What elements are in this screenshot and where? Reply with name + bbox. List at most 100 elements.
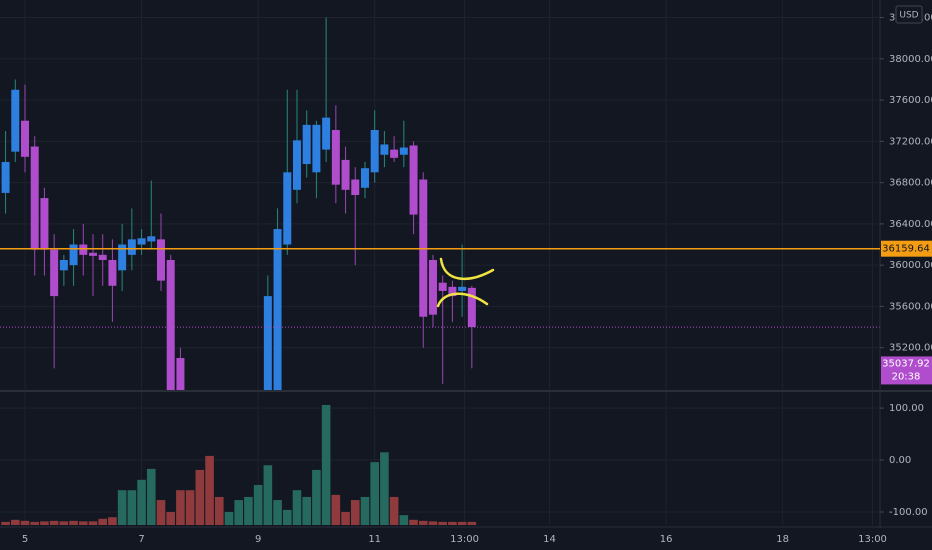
candle-body — [322, 117, 331, 150]
histogram-bar — [156, 500, 166, 525]
histogram-bar — [49, 520, 59, 525]
x-tick-label: 14 — [543, 534, 556, 545]
y-tick-label: 36800.00 — [889, 178, 932, 189]
histogram-bar — [137, 479, 146, 525]
candle-body — [448, 286, 457, 297]
last-price-box — [881, 356, 932, 385]
histogram-bar — [244, 496, 253, 525]
x-tick-label: 7 — [138, 534, 144, 545]
histogram-bar — [88, 521, 98, 525]
grid — [0, 0, 880, 525]
candle-body — [30, 146, 39, 250]
candle-body — [176, 358, 185, 390]
candle-body — [263, 296, 272, 390]
candle-body — [312, 124, 321, 173]
candle-body — [273, 229, 282, 390]
histogram-bar — [166, 512, 176, 525]
histogram-bar — [69, 520, 78, 525]
candle-body — [370, 130, 379, 173]
x-tick-label: 13:00 — [450, 534, 479, 545]
candle-body — [458, 286, 467, 291]
histogram-bar — [108, 517, 117, 525]
histogram-bar — [312, 469, 321, 525]
last-price-label: 35037.92 — [882, 358, 930, 369]
y-tick-label: 36400.00 — [889, 219, 932, 230]
histogram-bar — [214, 496, 224, 525]
y-tick-label: 35600.00 — [889, 301, 932, 312]
y-tick-label: 36000.00 — [889, 260, 932, 271]
horizontal-line-label: 36159.64 — [882, 244, 930, 255]
histogram-bar — [98, 518, 108, 525]
candle-body — [292, 140, 301, 190]
histogram-bar — [282, 509, 292, 525]
horizontal-line-label-box — [881, 240, 932, 257]
candle-body — [11, 89, 20, 152]
histogram-bar — [360, 496, 370, 525]
candle-body — [390, 149, 399, 158]
countdown-label: 20:38 — [892, 371, 921, 382]
histogram-bar — [234, 500, 244, 525]
x-tick-label: 18 — [776, 534, 789, 545]
histogram-bar — [40, 521, 49, 525]
histogram-bar — [78, 521, 88, 525]
candle-body — [59, 260, 68, 271]
x-tick-label: 16 — [660, 534, 673, 545]
currency[interactable]: USD — [899, 11, 918, 21]
axis: 38400.0038000.0037600.0037200.0036800.00… — [22, 13, 932, 545]
candle-body — [137, 238, 146, 245]
histogram-bar — [467, 521, 477, 525]
candle-body — [341, 159, 350, 190]
histogram-bar — [331, 494, 341, 525]
histogram-bar — [370, 462, 379, 525]
candle-body — [156, 239, 165, 281]
x-tick-label: 13:00 — [858, 534, 887, 545]
x-tick-label: 11 — [368, 534, 381, 545]
candle-body — [360, 168, 369, 188]
histogram-bar — [341, 512, 350, 525]
histogram-bar — [350, 500, 360, 525]
y-tick-label: 100.00 — [889, 403, 924, 414]
histogram-bar — [302, 496, 311, 525]
candle-body — [302, 124, 311, 165]
y-tick-label: -100.00 — [889, 507, 928, 518]
x-tick-label: 5 — [22, 534, 28, 545]
histogram-bar — [185, 490, 195, 525]
histogram-bar — [127, 490, 137, 525]
currency-box[interactable] — [895, 5, 923, 24]
candle-body — [21, 120, 30, 157]
histogram-bar — [253, 484, 263, 525]
candle-body — [147, 236, 156, 242]
histogram-bar — [195, 469, 205, 525]
y-tick-label: 35200.00 — [889, 343, 932, 354]
candle-body — [50, 249, 59, 297]
x-tick-label: 9 — [255, 534, 261, 545]
histogram-bar — [10, 519, 20, 525]
oscillator-pane — [1, 404, 477, 525]
y-tick-label: 38000.00 — [889, 54, 932, 65]
histogram-bar — [30, 521, 40, 525]
candle-body — [166, 260, 175, 390]
candle-body — [409, 145, 418, 215]
candle-body — [351, 179, 360, 195]
histogram-bar — [292, 490, 302, 525]
histogram-bar — [205, 455, 214, 525]
histogram-bar — [389, 496, 399, 525]
candle-body — [399, 147, 408, 155]
candle-body — [79, 244, 88, 255]
histogram-bar — [399, 515, 409, 525]
histogram-bar — [117, 490, 127, 525]
candle-body — [108, 260, 117, 286]
candle-body — [89, 252, 98, 256]
histogram-bar — [380, 452, 389, 525]
histogram-bar — [176, 490, 185, 525]
histogram-bar — [224, 512, 234, 525]
histogram-bar — [263, 465, 273, 525]
histogram-bar — [409, 519, 418, 525]
histogram-bar — [448, 521, 457, 525]
candle-body — [69, 244, 78, 266]
histogram-bar — [418, 520, 428, 525]
histogram-bar — [20, 520, 30, 525]
histogram-bar — [146, 468, 156, 525]
hand-drawn-curve — [439, 257, 495, 280]
